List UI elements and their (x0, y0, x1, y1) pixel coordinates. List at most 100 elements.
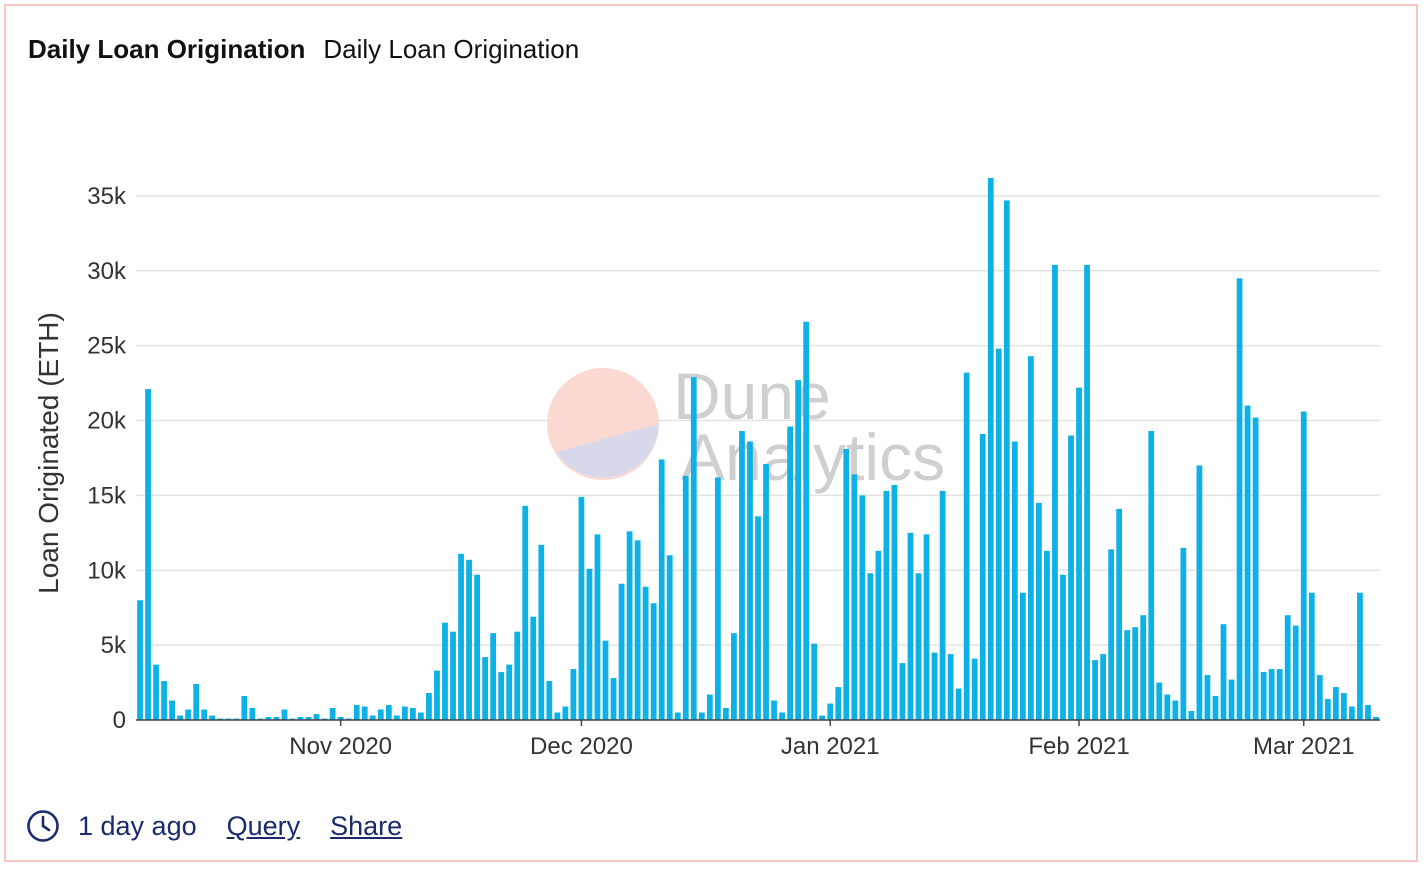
bar[interactable] (1148, 431, 1155, 720)
bar[interactable] (682, 475, 689, 720)
bar[interactable] (329, 708, 336, 720)
bar[interactable] (779, 712, 785, 720)
bar[interactable] (185, 709, 192, 720)
bar[interactable] (1373, 717, 1379, 720)
bar[interactable] (803, 321, 810, 720)
bar[interactable] (570, 669, 577, 720)
bar[interactable] (867, 573, 874, 720)
bar[interactable] (907, 532, 914, 720)
bar[interactable] (385, 705, 392, 720)
bar[interactable] (1324, 699, 1331, 720)
bar[interactable] (1260, 672, 1267, 720)
bar[interactable] (1340, 693, 1347, 720)
bar[interactable] (1228, 679, 1235, 720)
bar[interactable] (1212, 696, 1219, 720)
bar[interactable] (899, 663, 906, 720)
bar[interactable] (1060, 574, 1066, 720)
bar[interactable] (153, 664, 159, 720)
bar[interactable] (369, 715, 376, 720)
bar[interactable] (618, 583, 625, 720)
bar[interactable] (915, 573, 922, 720)
bar[interactable] (723, 708, 729, 720)
bar[interactable] (514, 631, 521, 720)
bar[interactable] (1204, 675, 1211, 720)
bar[interactable] (731, 633, 737, 720)
bar[interactable] (995, 348, 1002, 720)
bar[interactable] (634, 540, 641, 720)
bar[interactable] (939, 490, 946, 720)
bar[interactable] (1140, 615, 1147, 720)
bar[interactable] (1132, 627, 1139, 720)
bar[interactable] (169, 700, 176, 720)
bar[interactable] (763, 463, 769, 720)
bar[interactable] (875, 550, 882, 720)
bar[interactable] (674, 712, 681, 720)
bar[interactable] (827, 703, 834, 720)
bar[interactable] (1084, 264, 1090, 720)
bar[interactable] (642, 586, 649, 720)
bar[interactable] (281, 709, 288, 720)
bar[interactable] (650, 603, 657, 720)
bar[interactable] (401, 706, 408, 720)
bar[interactable] (987, 177, 994, 721)
bar[interactable] (1044, 550, 1050, 720)
bar[interactable] (1172, 700, 1179, 720)
bar[interactable] (466, 559, 472, 720)
bar[interactable] (546, 681, 553, 720)
bar[interactable] (771, 700, 777, 720)
bar[interactable] (594, 534, 601, 720)
bar[interactable] (434, 670, 440, 720)
share-link[interactable]: Share (330, 810, 403, 841)
bar[interactable] (1180, 547, 1187, 720)
bar[interactable] (1027, 356, 1034, 720)
bar[interactable] (1276, 669, 1283, 720)
bar[interactable] (811, 643, 818, 720)
bar[interactable] (891, 484, 898, 720)
bar[interactable] (273, 717, 280, 720)
bar[interactable] (883, 490, 890, 720)
bar[interactable] (610, 678, 617, 720)
bar[interactable] (1268, 669, 1275, 720)
bar[interactable] (602, 640, 609, 720)
bar[interactable] (931, 652, 938, 720)
bar[interactable] (1156, 682, 1163, 720)
bar[interactable] (955, 688, 962, 720)
bar[interactable] (1308, 592, 1315, 720)
bar[interactable] (843, 448, 850, 720)
bar[interactable] (241, 696, 248, 720)
bar[interactable] (1236, 278, 1243, 720)
bar[interactable] (498, 672, 505, 720)
bar[interactable] (706, 694, 713, 720)
bar[interactable] (305, 717, 312, 720)
bar[interactable] (1252, 417, 1259, 720)
bar[interactable] (450, 631, 456, 720)
bar[interactable] (145, 389, 151, 720)
bar[interactable] (1019, 592, 1026, 720)
bar[interactable] (666, 555, 673, 720)
bar[interactable] (979, 434, 986, 720)
bar[interactable] (353, 705, 360, 720)
bar[interactable] (482, 657, 489, 720)
bar[interactable] (1349, 706, 1355, 720)
bar[interactable] (337, 717, 344, 720)
bar[interactable] (971, 658, 978, 720)
bar[interactable] (1068, 435, 1074, 720)
bar[interactable] (1036, 502, 1042, 720)
bar[interactable] (193, 684, 200, 720)
bar[interactable] (626, 531, 633, 720)
bar[interactable] (265, 717, 272, 720)
bar[interactable] (361, 706, 368, 720)
bar[interactable] (177, 715, 184, 720)
bar[interactable] (1116, 508, 1123, 720)
bar[interactable] (458, 553, 464, 720)
bar[interactable] (209, 715, 216, 720)
bar[interactable] (490, 633, 497, 720)
bar[interactable] (1220, 624, 1227, 720)
bar[interactable] (1092, 660, 1098, 720)
bar[interactable] (835, 687, 842, 720)
bar[interactable] (1003, 200, 1010, 720)
bar[interactable] (522, 505, 529, 720)
bar[interactable] (1011, 441, 1018, 721)
bar[interactable] (137, 600, 143, 720)
bar[interactable] (690, 377, 697, 720)
